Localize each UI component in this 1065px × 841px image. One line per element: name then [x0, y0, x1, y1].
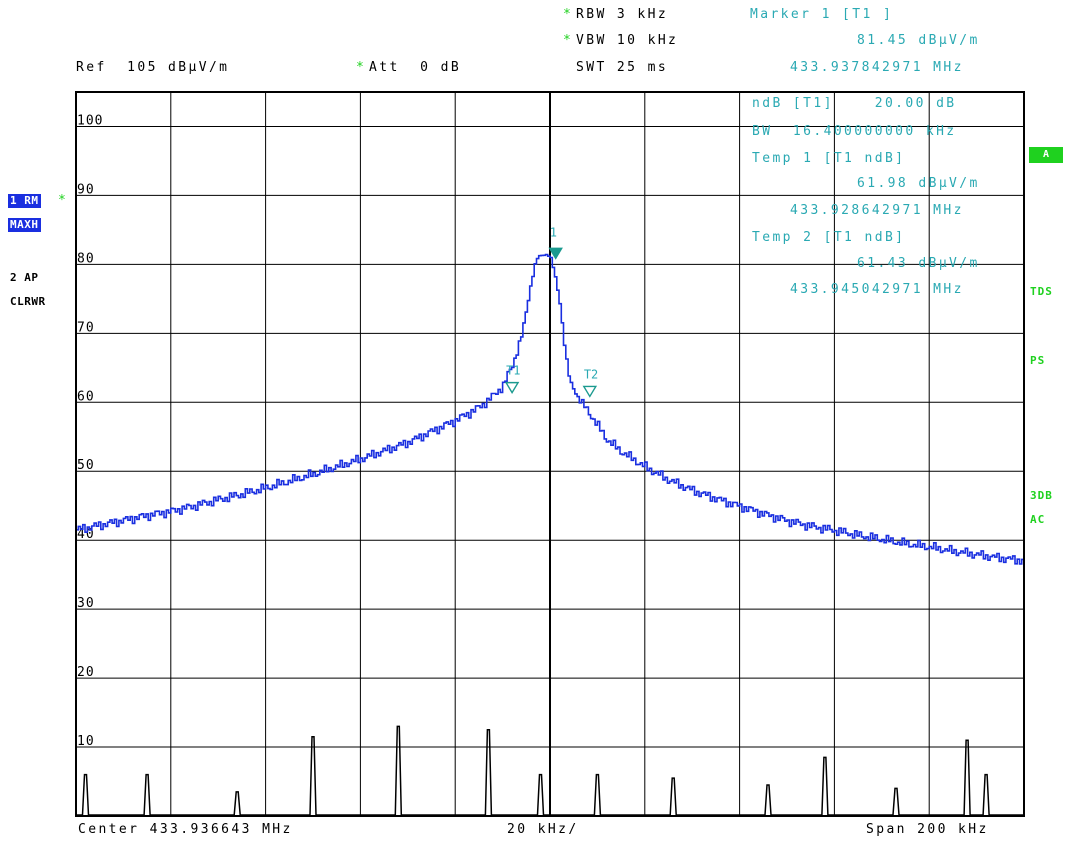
- rbw-label: RBW 3 kHz: [576, 7, 669, 22]
- trace2-number-label[interactable]: 2 AP: [10, 271, 39, 284]
- trace1-star: *: [58, 193, 69, 208]
- y-tick-label: 80: [77, 251, 95, 266]
- y-tick-label: 90: [77, 182, 95, 197]
- center-frequency: Center 433.936643 MHz: [78, 822, 293, 837]
- plot-frame: [75, 91, 1025, 817]
- markers: 1 T1 T2: [504, 225, 598, 398]
- att-star: *: [356, 60, 367, 75]
- y-tick-label: 10: [77, 734, 95, 749]
- span-label: Span 200 kHz: [866, 822, 989, 837]
- marker-t1-label: T1: [506, 364, 520, 378]
- marker-1-symbol[interactable]: [548, 247, 563, 260]
- y-tick-labels: 10 20 30 40 50 60 70 80 90 100: [77, 113, 103, 749]
- 3db-indicator: 3DB: [1030, 489, 1053, 502]
- temp1-title: Temp 1 [T1 ndB]: [752, 151, 906, 166]
- vbw-star: *: [563, 33, 574, 48]
- temp1-freq: 433.928642971 MHz: [790, 203, 964, 218]
- marker-title: Marker 1 [T1 ]: [750, 7, 894, 22]
- y-tick-label: 30: [77, 596, 95, 611]
- marker-t2-symbol[interactable]: [582, 385, 598, 398]
- marker-freq: 433.937842971 MHz: [790, 60, 964, 75]
- ac-indicator: AC: [1030, 513, 1046, 526]
- tds-indicator: TDS: [1030, 285, 1053, 298]
- marker-level: 81.45 dBµV/m: [857, 33, 980, 48]
- ref-level: Ref 105 dBµV/m: [76, 60, 230, 75]
- trace-1: [76, 253, 1025, 565]
- rbw-star: *: [563, 7, 574, 22]
- marker-t1-symbol[interactable]: [504, 381, 520, 394]
- trace1-number-label[interactable]: 1 RM: [8, 194, 41, 208]
- swt-label: SWT 25 ms: [576, 60, 669, 75]
- y-tick-label: 100: [77, 113, 103, 128]
- trace2-mode-label[interactable]: CLRWR: [10, 295, 46, 308]
- division-label: 20 kHz/: [507, 822, 579, 837]
- grid: [76, 92, 1024, 816]
- y-tick-label: 60: [77, 389, 95, 404]
- marker-t2-label: T2: [584, 367, 598, 381]
- temp2-freq: 433.945042971 MHz: [790, 282, 964, 297]
- vbw-label: VBW 10 kHz: [576, 33, 679, 48]
- y-tick-label: 70: [77, 320, 95, 335]
- trace1-mode-label[interactable]: MAXH: [8, 218, 41, 232]
- trace-1-line: [76, 253, 1025, 565]
- marker-1-label: 1: [550, 225, 557, 239]
- y-tick-label: 50: [77, 458, 95, 473]
- y-tick-label: 20: [77, 665, 95, 680]
- temp2-title: Temp 2 [T1 ndB]: [752, 230, 906, 245]
- temp2-level: 61.43 dBµV/m: [857, 256, 980, 271]
- screen-a-indicator: A: [1029, 147, 1063, 163]
- temp1-level: 61.98 dBµV/m: [857, 176, 980, 191]
- ndb-result: ndB [T1] 20.00 dB: [752, 96, 957, 111]
- y-tick-label: 40: [77, 527, 95, 542]
- bandwidth-result: BW 16.400000000 kHz: [752, 124, 957, 139]
- att-label: Att 0 dB: [369, 60, 462, 75]
- ps-indicator: PS: [1030, 354, 1046, 367]
